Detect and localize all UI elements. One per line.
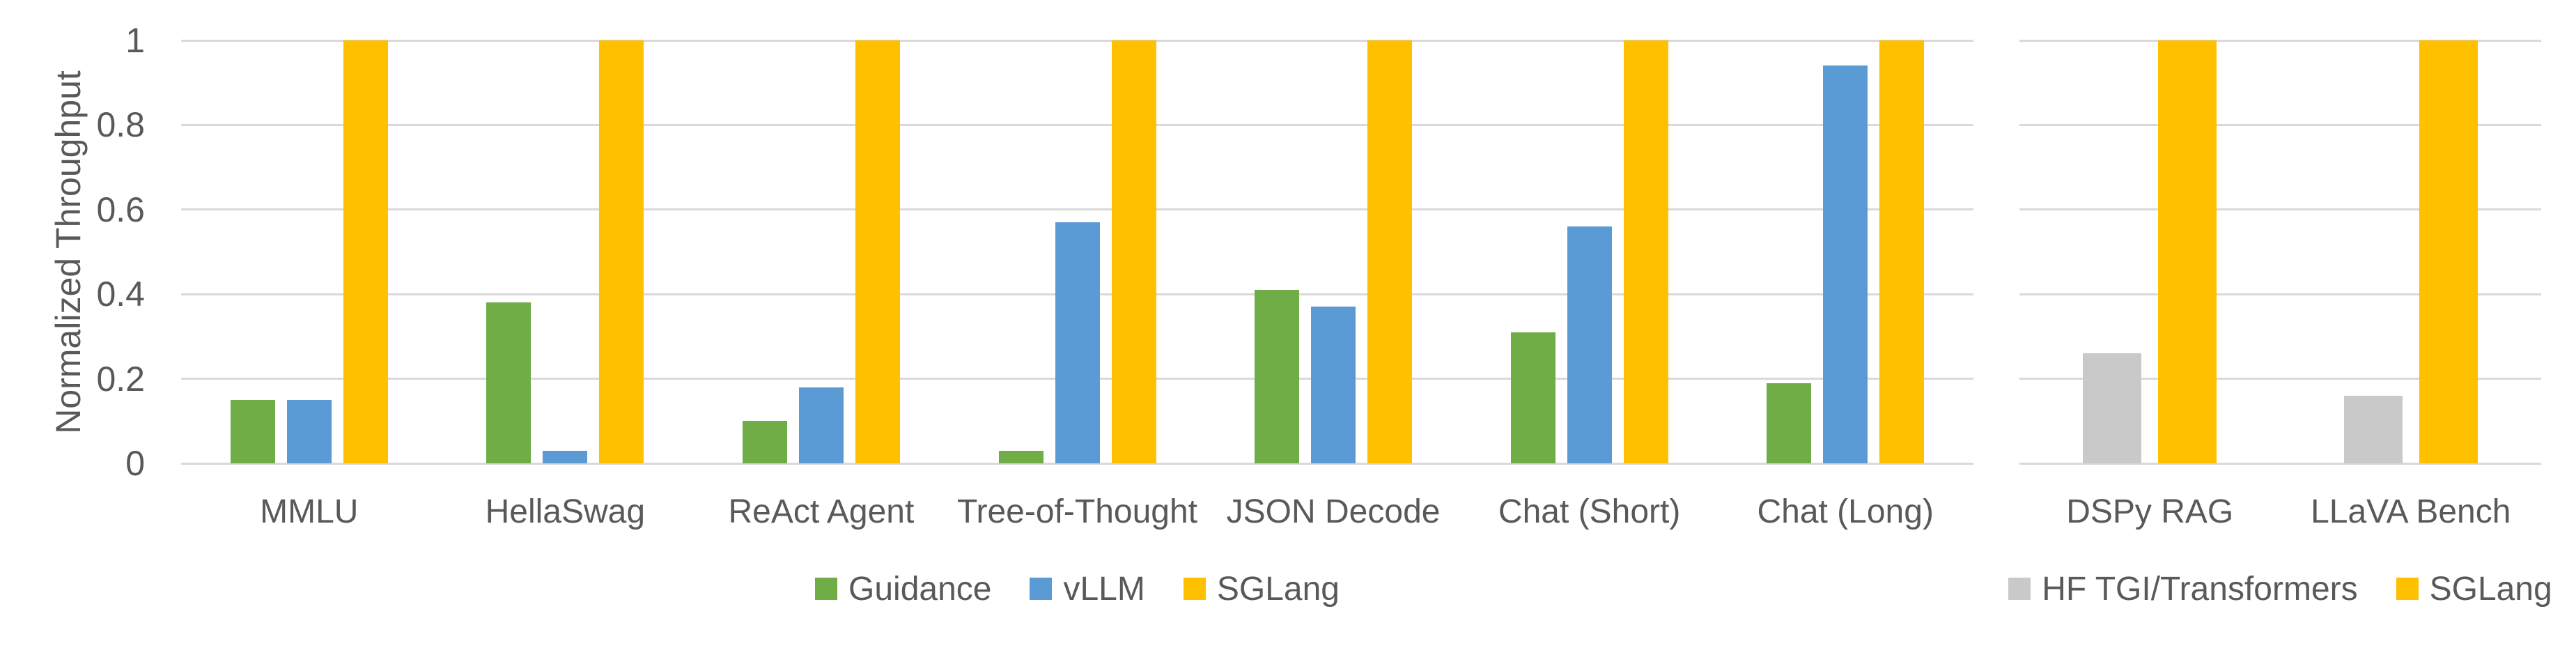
gridline-y-0.6 — [181, 208, 1973, 211]
gridline-y-0 — [2019, 462, 2541, 465]
gridline-y-0.8 — [181, 123, 1973, 126]
bar-guidance-tree-of-thought — [998, 450, 1043, 463]
legend-label: HF TGI/Transformers — [2042, 570, 2358, 608]
gridline-y-0.6 — [2019, 208, 2541, 211]
y-axis-title: Normalized Throughput — [49, 70, 88, 434]
gridline-y-0.2 — [2019, 378, 2541, 380]
category-label-json-decode: JSON Decode — [1226, 493, 1441, 530]
bar-vllm-mmlu — [286, 399, 332, 463]
category-label-chat-long: Chat (Long) — [1757, 493, 1934, 530]
bar-vllm-hellaswag — [543, 450, 588, 463]
bar-guidance-chat-long — [1767, 383, 1812, 463]
bar-sglang-llava-bench — [2419, 40, 2478, 463]
legend-swatch-icon — [2396, 578, 2419, 600]
bar-vllm-json-decode — [1311, 307, 1356, 463]
bar-guidance-chat-short — [1510, 332, 1555, 463]
bar-sglang-react-agent — [855, 40, 900, 463]
gridline-y-0 — [181, 462, 1973, 465]
bar-sglang-hellaswag — [599, 40, 644, 463]
y-tick-label-0-8: 0.8 — [96, 105, 145, 145]
bar-guidance-json-decode — [1255, 290, 1300, 463]
legend-label: vLLM — [1063, 570, 1145, 608]
category-label-hellaswag: HellaSwag — [485, 493, 646, 530]
gridline-y-1 — [2019, 39, 2541, 42]
category-label-react-agent: ReAct Agent — [728, 493, 915, 530]
y-tick-label-0-6: 0.6 — [96, 190, 145, 229]
legend-swatch-icon — [1030, 578, 1053, 600]
bar-hf-tgi-transformers-dspy-rag — [2083, 353, 2142, 463]
legend-item-sglang: SGLang — [1183, 570, 1340, 608]
bar-vllm-tree-of-thought — [1055, 222, 1100, 463]
legend: Guidance vLLM SGLang — [181, 567, 1973, 610]
bar-sglang-dspy-rag — [2158, 40, 2217, 463]
legend-item-hf-tgi-transformers: HF TGI/Transformers — [2008, 570, 2358, 608]
bar-guidance-react-agent — [742, 421, 787, 463]
legend: HF TGI/Transformers SGLang — [2008, 567, 2552, 610]
y-tick-label-0-4: 0.4 — [96, 275, 145, 314]
legend-swatch-icon — [2008, 578, 2031, 600]
y-tick-label-0-2: 0.2 — [96, 359, 145, 399]
gridline-y-0.4 — [2019, 293, 2541, 295]
bar-sglang-mmlu — [343, 40, 388, 463]
legend-label: SGLang — [1216, 570, 1340, 608]
gridline-y-1 — [181, 39, 1973, 42]
category-label-chat-short: Chat (Short) — [1498, 493, 1681, 530]
legend-swatch-icon — [1183, 578, 1206, 600]
bar-sglang-chat-short — [1623, 40, 1668, 463]
bar-sglang-tree-of-thought — [1111, 40, 1156, 463]
y-tick-label-1: 1 — [125, 21, 145, 60]
legend-item-guidance: Guidance — [815, 570, 991, 608]
legend-item-vllm: vLLM — [1030, 570, 1145, 608]
category-label-mmlu: MMLU — [260, 493, 359, 530]
bar-guidance-mmlu — [230, 399, 275, 463]
category-label-llava-bench: LLaVA Bench — [2311, 493, 2511, 530]
category-label-tree-of-thought: Tree-of-Thought — [956, 493, 1197, 530]
legend-item-sglang: SGLang — [2396, 570, 2552, 608]
bar-sglang-json-decode — [1367, 40, 1413, 463]
bar-guidance-hellaswag — [486, 302, 532, 463]
bar-sglang-chat-long — [1879, 40, 1925, 463]
legend-label: SGLang — [2429, 570, 2552, 608]
y-tick-label-0: 0 — [125, 444, 145, 483]
category-label-dspy-rag: DSPy RAG — [2066, 493, 2234, 530]
bar-hf-tgi-transformers-llava-bench — [2343, 395, 2403, 463]
bar-vllm-react-agent — [798, 387, 844, 463]
legend-swatch-icon — [815, 578, 837, 600]
gridline-y-0.8 — [2019, 123, 2541, 126]
legend-label: Guidance — [848, 570, 992, 608]
bar-vllm-chat-short — [1567, 226, 1612, 463]
bar-vllm-chat-long — [1823, 65, 1868, 463]
